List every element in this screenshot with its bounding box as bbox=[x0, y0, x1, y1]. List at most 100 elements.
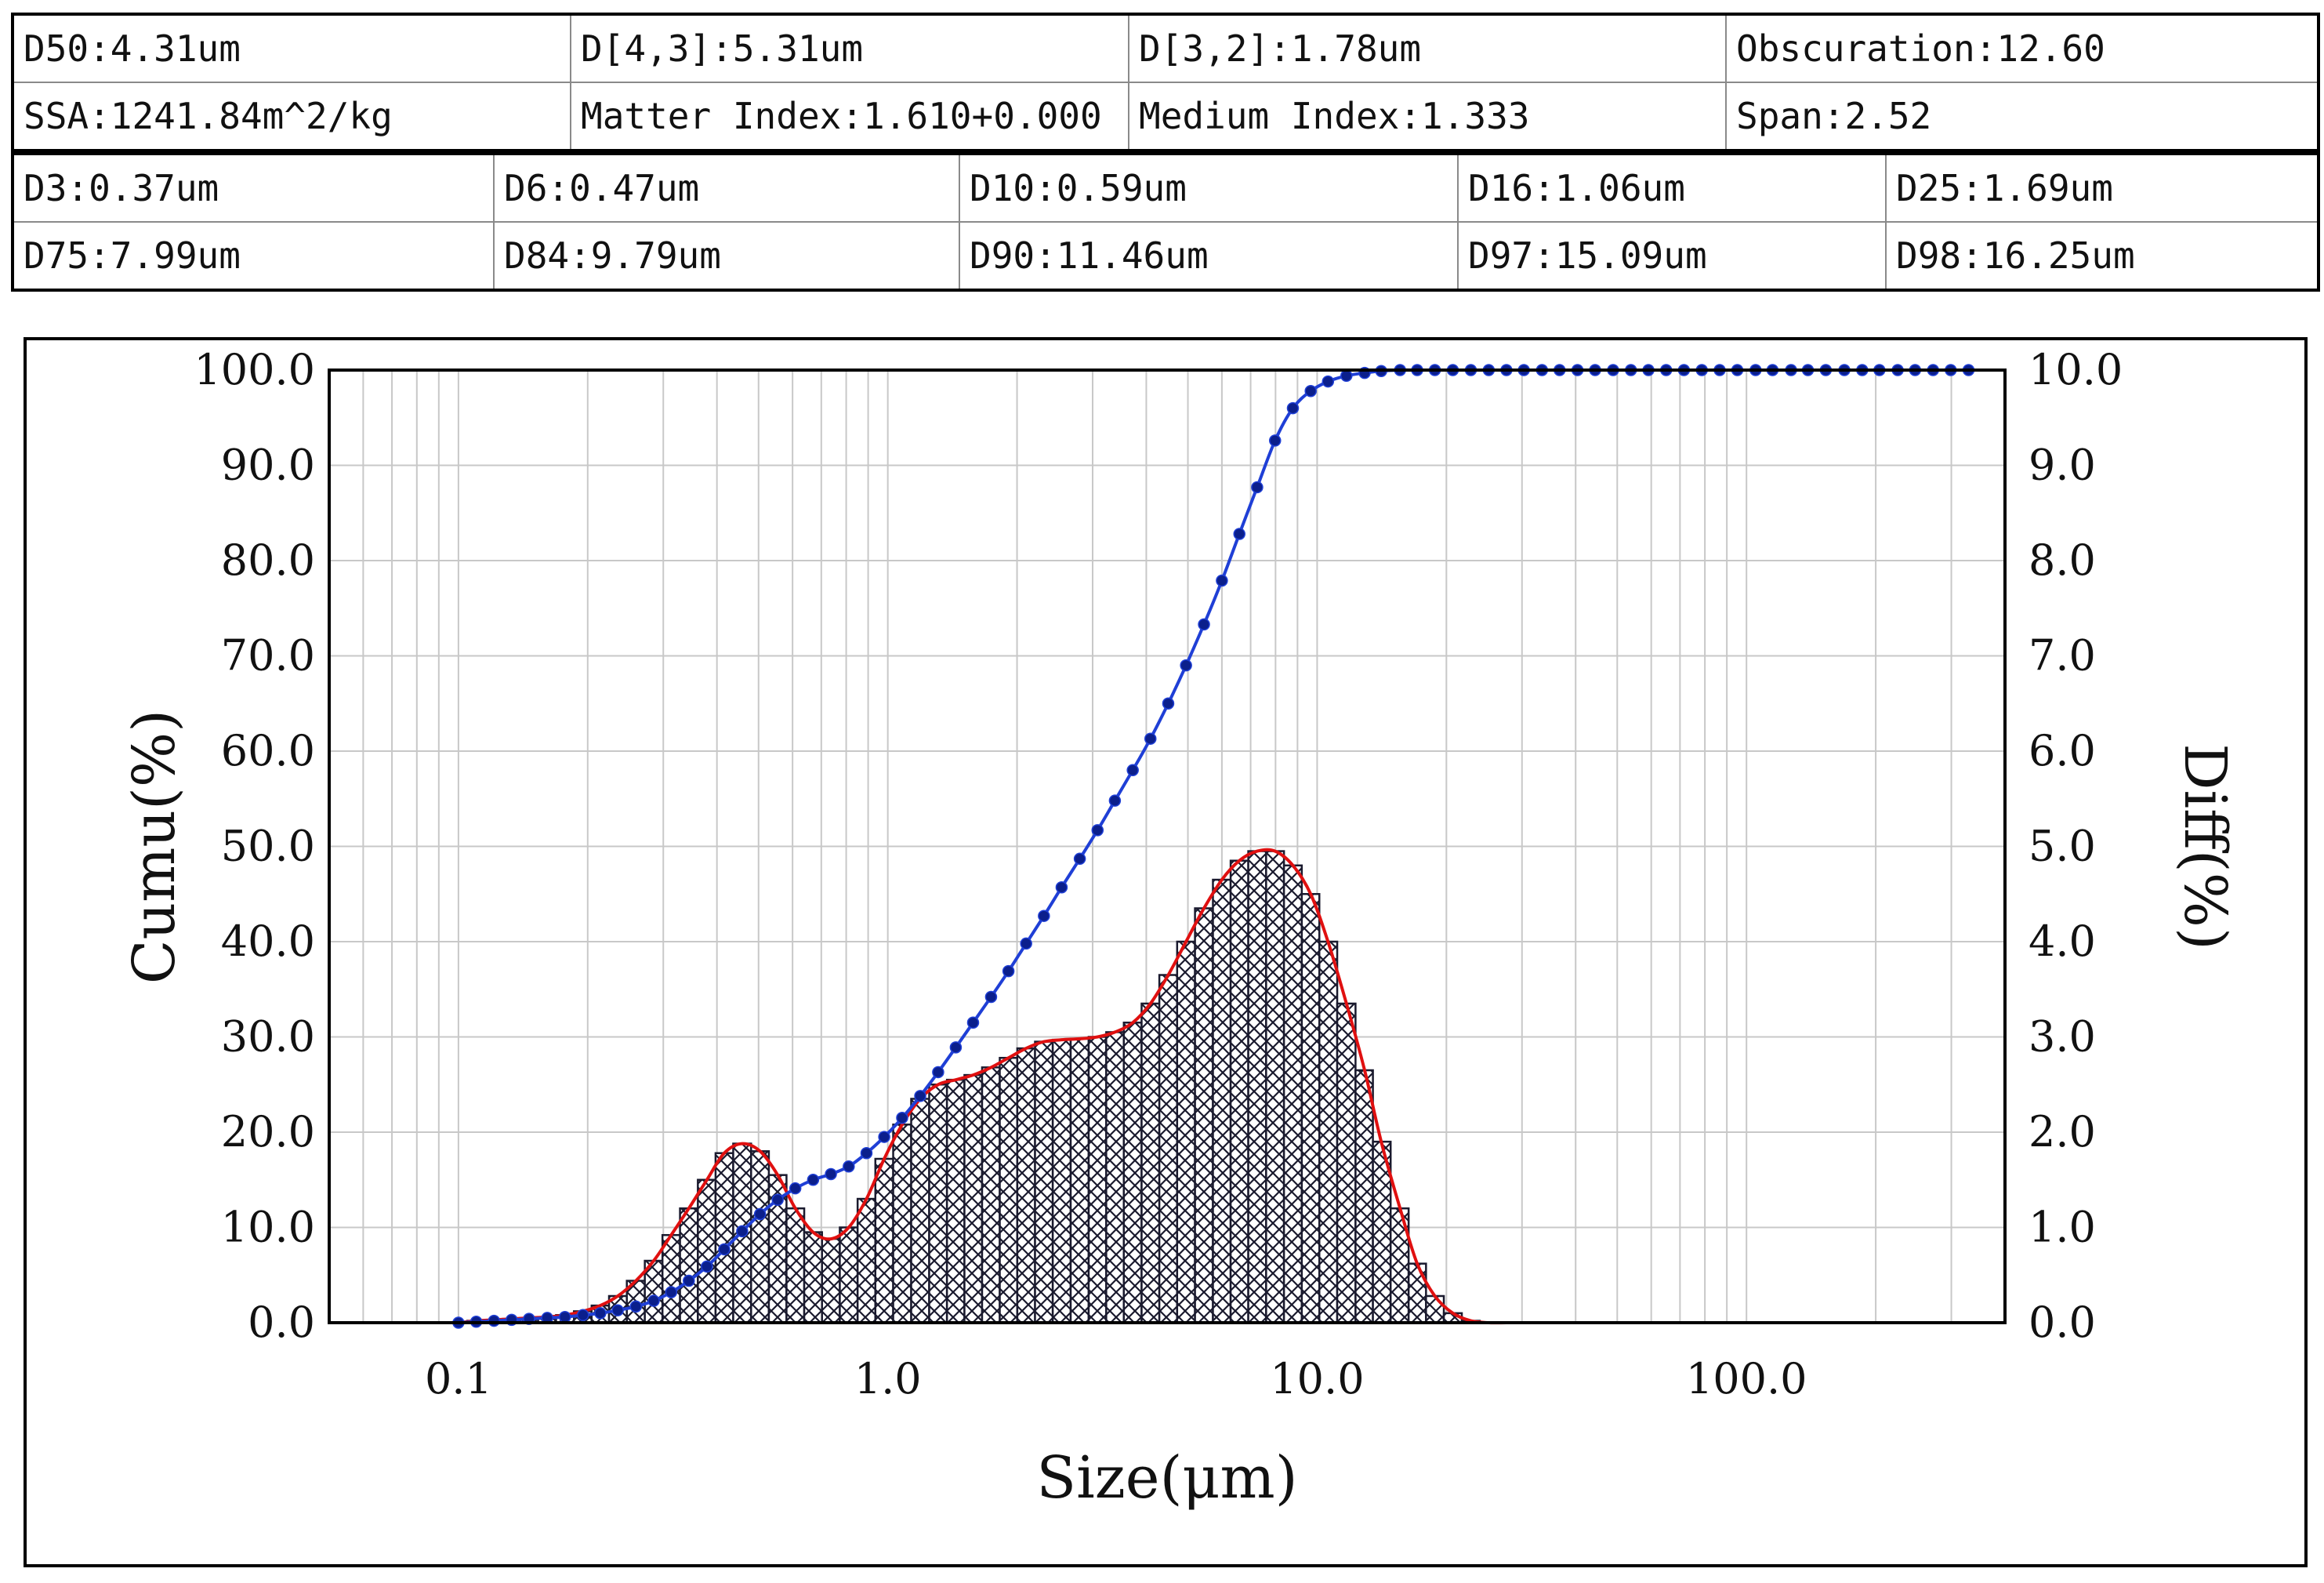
diff-bar bbox=[928, 1084, 948, 1324]
cumu-marker bbox=[949, 1041, 963, 1054]
diff-bar bbox=[1051, 1038, 1072, 1324]
diff-bar bbox=[1425, 1294, 1445, 1324]
x-axis-title: Size(μm) bbox=[1036, 1444, 1297, 1512]
stat-d84: D84:9.79um bbox=[493, 221, 960, 291]
cumu-marker bbox=[896, 1112, 908, 1124]
left-tick-label: 80.0 bbox=[221, 536, 315, 585]
stat-d98: D98:16.25um bbox=[1885, 221, 2319, 291]
diff-bar bbox=[963, 1073, 984, 1324]
right-tick-label: 8.0 bbox=[2029, 536, 2096, 585]
stat-d6: D6:0.47um bbox=[493, 153, 960, 223]
left-tick-label: 100.0 bbox=[194, 345, 315, 394]
stat-d16: D16:1.06um bbox=[1457, 153, 1887, 223]
right-tick-label: 0.0 bbox=[2029, 1298, 2096, 1347]
cumu-marker bbox=[1251, 481, 1264, 494]
cumu-marker bbox=[771, 1193, 784, 1207]
right-tick-label: 6.0 bbox=[2029, 726, 2096, 775]
diff-bar bbox=[1318, 940, 1339, 1324]
left-axis-title: Cumu(%) bbox=[121, 710, 188, 984]
cumu-marker bbox=[1002, 964, 1015, 978]
cumu-marker bbox=[753, 1207, 767, 1221]
stat-medium-index: Medium Index:1.333 bbox=[1128, 82, 1727, 151]
cumu-marker bbox=[558, 1310, 571, 1323]
cumu-marker bbox=[1198, 618, 1210, 631]
right-tick-label: 3.0 bbox=[2029, 1012, 2096, 1062]
cumu-marker bbox=[1073, 852, 1086, 866]
cumu-marker bbox=[1038, 909, 1050, 922]
left-tick-label: 10.0 bbox=[221, 1203, 315, 1252]
diff-bar bbox=[1105, 1031, 1126, 1324]
diff-bar bbox=[1282, 864, 1303, 1324]
cumu-marker bbox=[1286, 401, 1300, 415]
diff-bar bbox=[679, 1207, 699, 1324]
summary-row-2: SSA:1241.84m^2/kg Matter Index:1.610+0.0… bbox=[12, 82, 2319, 151]
diff-bar bbox=[1300, 893, 1321, 1324]
cumu-marker bbox=[878, 1131, 890, 1143]
summary-row-1: D50:4.31um D[4,3]:5.31um D[3,2]:1.78um O… bbox=[12, 13, 2319, 83]
left-tick-label: 70.0 bbox=[221, 631, 315, 681]
diff-bar bbox=[1158, 974, 1179, 1324]
diff-bar bbox=[1140, 1002, 1161, 1324]
diff-bar bbox=[1354, 1069, 1374, 1324]
cumu-marker bbox=[1091, 824, 1104, 837]
x-tick-label: 10.0 bbox=[1270, 1354, 1364, 1403]
cumu-marker bbox=[825, 1167, 837, 1181]
stat-d25: D25:1.69um bbox=[1885, 153, 2319, 223]
right-tick-label: 2.0 bbox=[2029, 1107, 2096, 1156]
cumu-marker bbox=[577, 1309, 589, 1322]
diff-bar bbox=[1336, 1002, 1357, 1324]
cumu-marker bbox=[665, 1286, 678, 1298]
diff-bar bbox=[1176, 940, 1196, 1324]
cumu-marker bbox=[1055, 880, 1068, 894]
cumu-marker bbox=[1020, 937, 1032, 950]
cumu-marker bbox=[1269, 434, 1282, 447]
stat-span: Span:2.52 bbox=[1725, 82, 2319, 151]
right-tick-label: 7.0 bbox=[2029, 631, 2096, 681]
cumu-marker bbox=[611, 1304, 624, 1316]
diff-bar bbox=[821, 1237, 841, 1324]
cumu-marker bbox=[488, 1314, 500, 1327]
right-tick-label: 4.0 bbox=[2029, 917, 2096, 966]
cumu-marker bbox=[1322, 375, 1335, 388]
cumu-marker bbox=[1144, 732, 1157, 745]
diff-bar bbox=[874, 1157, 894, 1324]
diff-bar bbox=[1034, 1040, 1054, 1324]
diff-bars bbox=[466, 850, 1481, 1324]
cumu-marker bbox=[701, 1260, 713, 1273]
right-tick-label: 5.0 bbox=[2029, 822, 2096, 871]
right-tick-label: 9.0 bbox=[2029, 441, 2096, 490]
diff-bar bbox=[910, 1098, 930, 1324]
stat-d43: D[4,3]:5.31um bbox=[570, 13, 1129, 83]
right-tick-label: 1.0 bbox=[2029, 1203, 2096, 1252]
diff-bar bbox=[1265, 850, 1285, 1324]
x-tick-label: 0.1 bbox=[425, 1354, 492, 1403]
cumu-marker bbox=[1233, 528, 1245, 540]
left-tick-label: 20.0 bbox=[221, 1107, 315, 1156]
stat-d75: D75:7.99um bbox=[12, 221, 495, 291]
stat-obscuration: Obscuration:12.60 bbox=[1725, 13, 2319, 83]
summary-table-top: D50:4.31um D[4,3]:5.31um D[3,2]:1.78um O… bbox=[11, 13, 2320, 152]
diff-bar bbox=[1407, 1262, 1427, 1324]
cumu-marker bbox=[736, 1225, 749, 1238]
diff-bar bbox=[1212, 878, 1232, 1324]
x-tick-label: 100.0 bbox=[1686, 1354, 1807, 1403]
cumu-marker bbox=[683, 1274, 695, 1287]
cumu-marker bbox=[843, 1160, 855, 1173]
left-tick-label: 90.0 bbox=[221, 441, 315, 490]
cumu-marker bbox=[647, 1294, 660, 1307]
cumu-marker bbox=[1126, 764, 1139, 777]
stat-d3: D3:0.37um bbox=[12, 153, 495, 223]
right-axis-title: Diff(%) bbox=[2171, 743, 2239, 950]
cumu-marker bbox=[629, 1300, 643, 1313]
diff-bar bbox=[999, 1056, 1019, 1324]
diff-bar bbox=[697, 1178, 717, 1324]
left-axis-ticks: 0.0 10.0 20.0 30.0 40.0 50.0 60.0 70.0 80.0 90.0 1… bbox=[194, 345, 315, 1347]
stat-d97: D97:15.09um bbox=[1457, 221, 1887, 291]
cumu-marker bbox=[932, 1066, 944, 1079]
diff-bar bbox=[1087, 1036, 1108, 1324]
diff-bar bbox=[714, 1152, 734, 1324]
diff-bar bbox=[892, 1124, 912, 1324]
stat-matter-index: Matter Index:1.610+0.000 bbox=[570, 82, 1129, 151]
percentile-row-2: D75:7.99um D84:9.79um D90:11.46um D97:15… bbox=[12, 221, 2319, 291]
